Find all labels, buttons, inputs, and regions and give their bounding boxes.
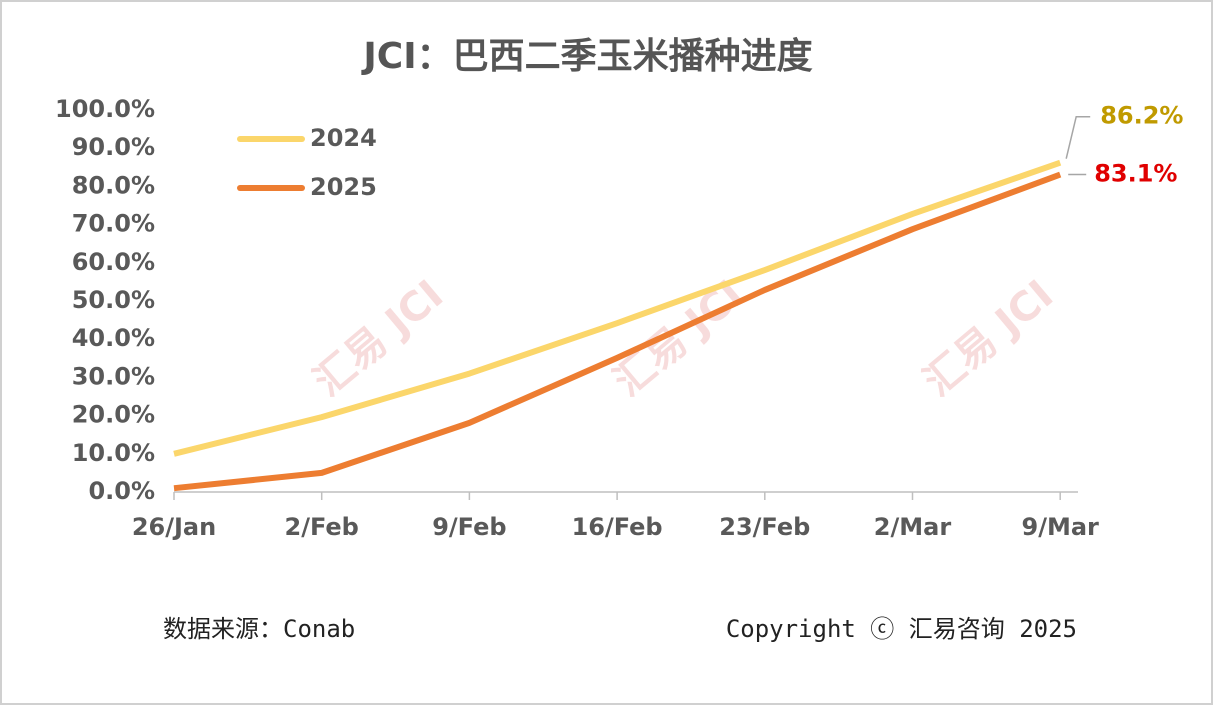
legend-label: 2024 [310,124,377,152]
copyright: Copyright ⓒ 汇易咨询 2025 [726,615,1077,643]
x-tick-label: 23/Feb [719,513,810,541]
data-label: 86.2% [1100,102,1183,130]
y-tick-label: 70.0% [72,210,155,238]
legend-label: 2025 [310,173,377,201]
y-tick-label: 20.0% [72,401,155,429]
chart-title: JCI：巴西二季玉米播种进度 [360,36,812,77]
series-line [173,159,1062,457]
y-tick-label: 90.0% [72,133,155,161]
x-tick-label: 2/Mar [874,513,952,541]
source: 数据来源：Conab [163,615,355,643]
x-tick-label: 9/Feb [432,513,506,541]
x-tick-label: 26/Jan [132,513,216,541]
y-tick-label: 0.0% [88,477,155,505]
y-tick-label: 50.0% [72,286,155,314]
y-tick-label: 40.0% [72,324,155,352]
x-tick-label: 2/Feb [285,513,359,541]
data-label: 83.1% [1094,160,1177,188]
y-tick-label: 100.0% [55,95,155,123]
y-tick-label: 80.0% [72,171,155,199]
y-tick-label: 60.0% [72,248,155,276]
label-leader [1065,115,1091,159]
y-tick-label: 30.0% [72,362,155,390]
x-tick-label: 16/Feb [572,513,663,541]
y-tick-label: 10.0% [72,439,155,467]
x-tick-label: 9/Mar [1022,513,1100,541]
series-line [173,171,1062,492]
